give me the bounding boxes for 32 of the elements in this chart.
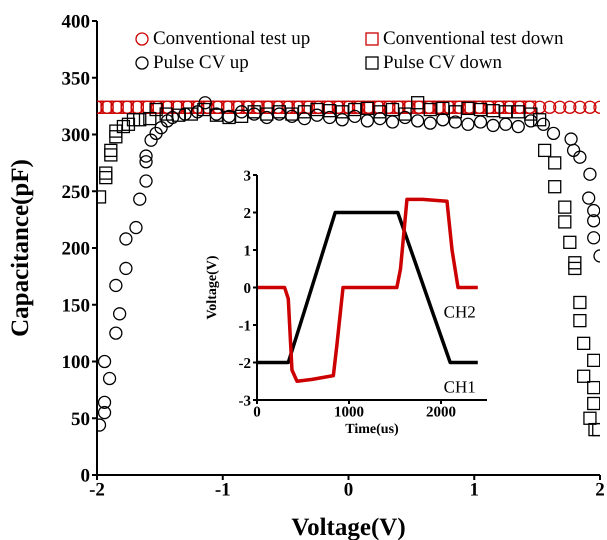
series-label: CH1 [444,378,476,396]
y-tick-label: 1 [244,243,251,260]
y-tick-label: 100 [62,352,90,374]
y-tick-label: 150 [62,295,90,316]
y-tick-label: 400 [62,12,90,33]
x-axis-title: Time(us) [345,422,400,437]
y-tick-label: -1 [238,318,251,334]
y-axis-title: Capacitance(pF) [7,159,34,337]
x-tick-label: -1 [214,479,231,500]
legend-label: Pulse CV up [153,52,249,74]
x-tick-label: 1 [470,479,479,500]
y-tick-label: 200 [62,238,90,260]
y-tick-label: -3 [238,393,251,410]
x-tick-label: -2 [89,479,105,500]
y-axis-title: Voltage(V) [205,255,220,320]
y-tick-label: -2 [238,356,251,372]
y-tick-label: 50 [71,408,90,430]
y-tick-label: 350 [62,68,90,90]
y-tick-label: 0 [80,466,90,487]
y-tick-label: 0 [244,280,251,297]
y-tick-label: 3 [244,168,251,184]
legend-label: Pulse CV down [383,52,502,74]
x-tick-label: 1000 [334,404,364,421]
y-tick-label: 250 [62,182,90,203]
y-tick-label: 300 [62,125,90,146]
series-label: CH2 [444,302,476,322]
legend-label: Conventional test up [153,28,310,50]
x-tick-label: 0 [344,479,354,500]
legend-label: Conventional test down [383,28,564,50]
x-tick-label: 2000 [426,404,456,421]
x-tick-label: 2 [595,479,605,500]
y-tick-label: 2 [244,206,251,222]
